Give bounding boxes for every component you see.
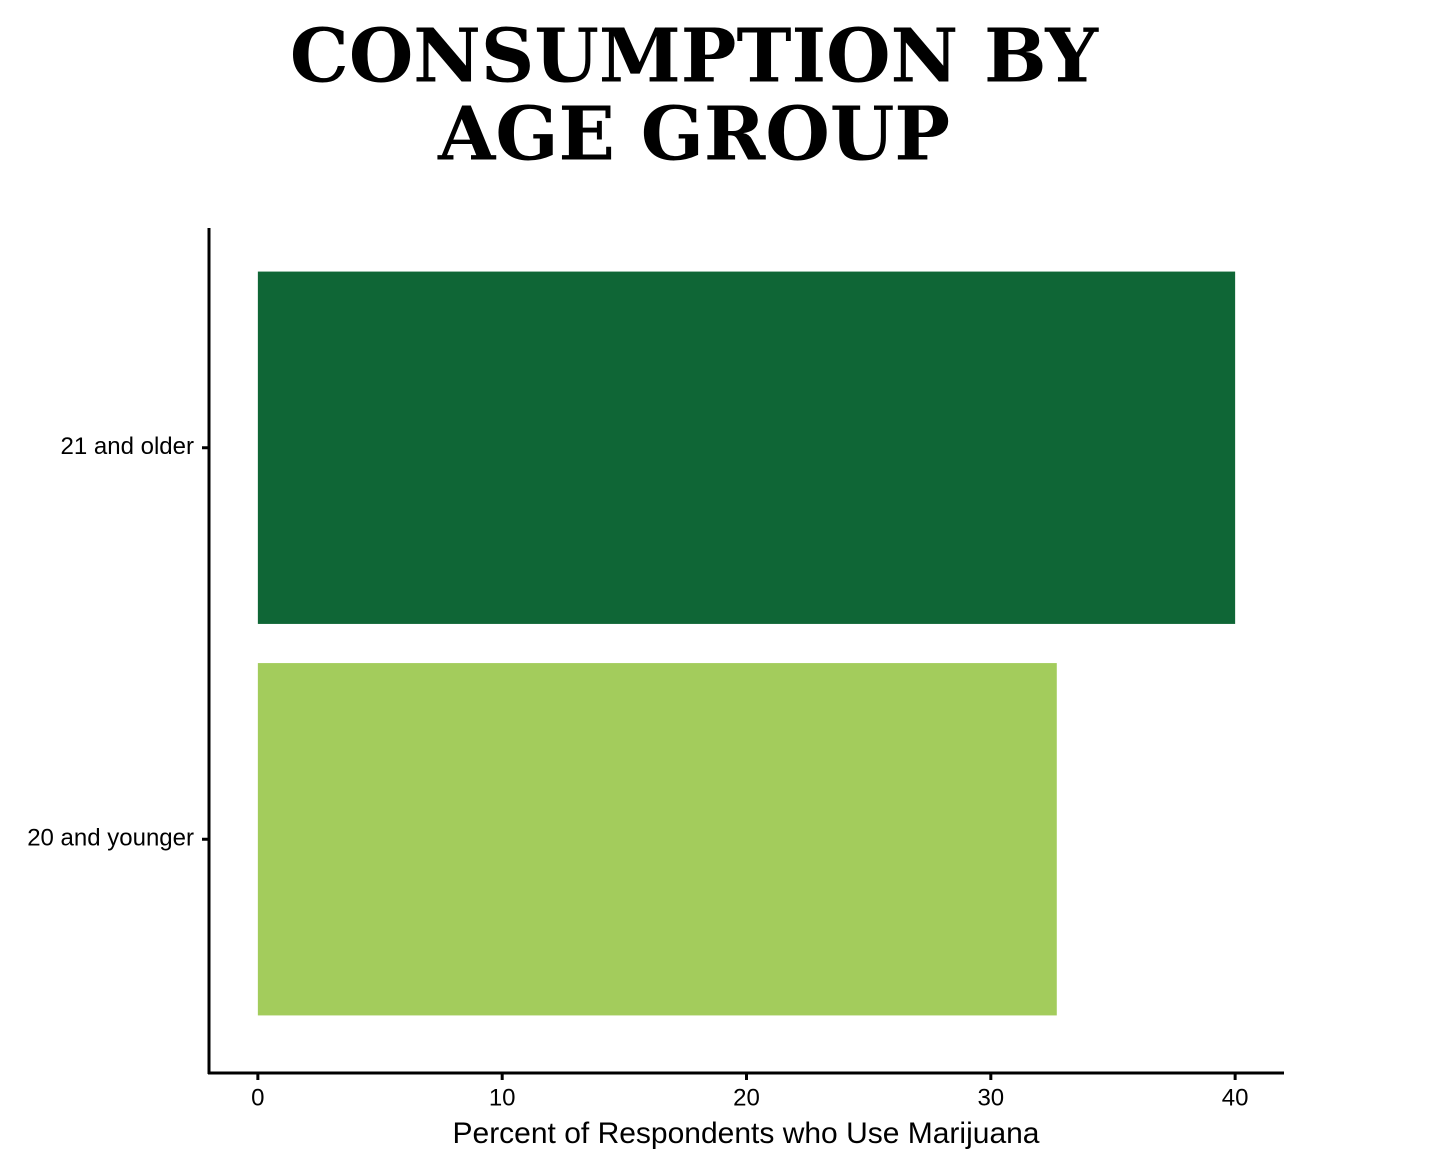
chart-title: AGE GROUP bbox=[437, 92, 950, 178]
bar bbox=[257, 663, 1057, 1016]
y-tick-label: 21 and older bbox=[61, 433, 194, 460]
bar bbox=[257, 271, 1236, 624]
chart-title: CONSUMPTION BY bbox=[290, 14, 1099, 100]
x-tick-label: 40 bbox=[1222, 1084, 1249, 1111]
x-tick-label: 30 bbox=[977, 1084, 1004, 1111]
x-tick-label: 10 bbox=[489, 1084, 516, 1111]
x-axis-title: Percent of Respondents who Use Marijuana bbox=[453, 1117, 1040, 1150]
x-tick-label: 0 bbox=[251, 1084, 264, 1111]
y-tick-label: 20 and younger bbox=[27, 825, 194, 852]
x-tick-label: 20 bbox=[733, 1084, 760, 1111]
